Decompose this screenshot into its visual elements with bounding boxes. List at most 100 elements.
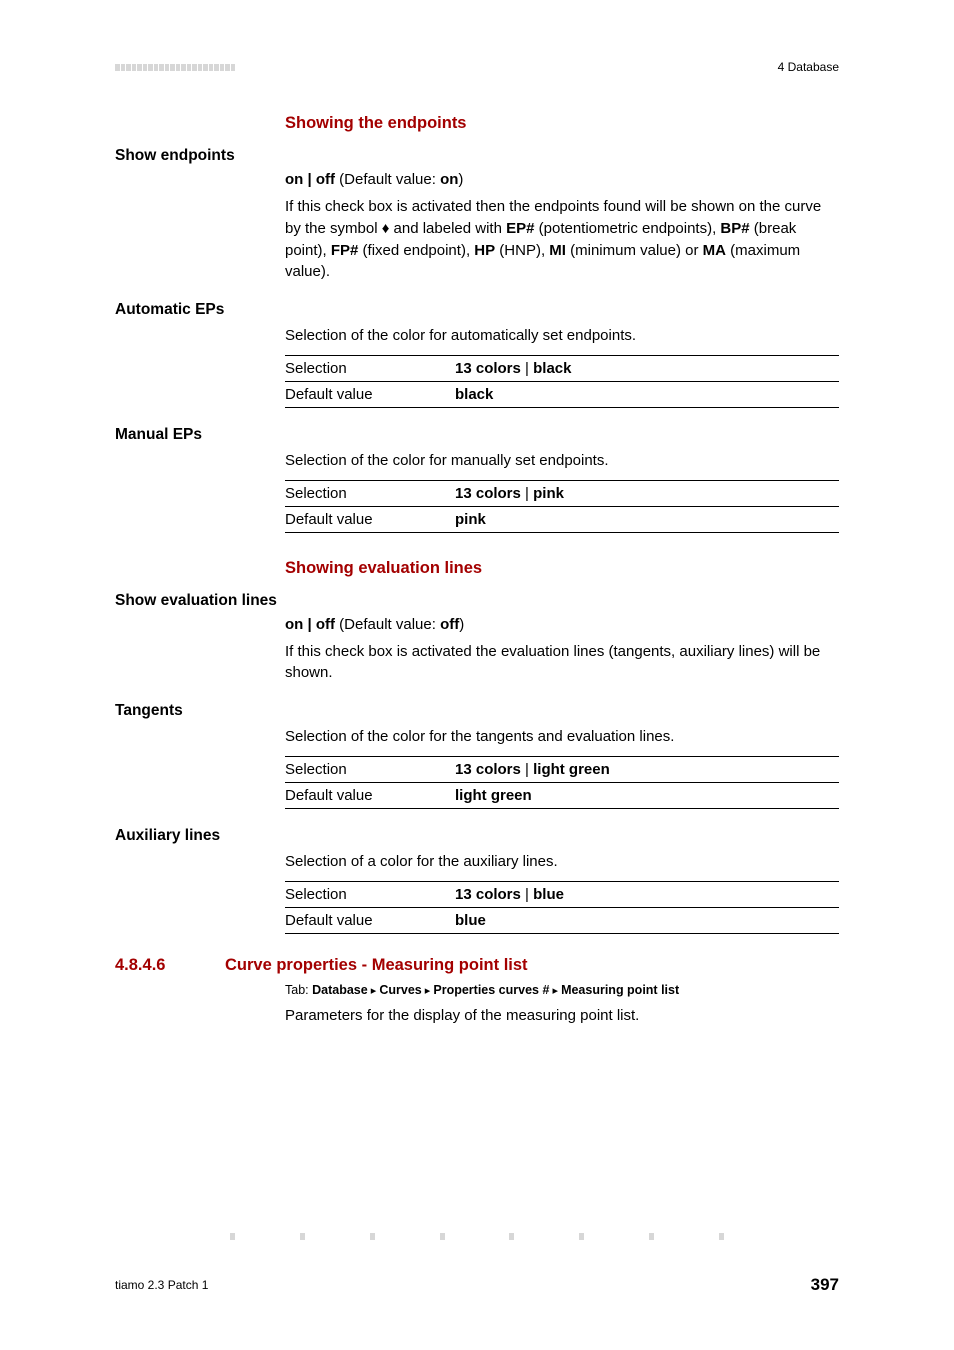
table-key: Selection [285, 881, 455, 907]
param-manual-eps: Manual EPs [115, 426, 839, 444]
footer-product-label: tiamo 2.3 Patch 1 [115, 1278, 208, 1292]
value-table: Selection 13 colors | blue Default value… [285, 881, 839, 934]
header-chapter-label: 4 Database [778, 60, 839, 74]
param-description: Selection of a color for the auxiliary l… [285, 851, 839, 873]
value-bold: pink [455, 511, 486, 528]
param-label: Auxiliary lines [115, 827, 285, 845]
value-bold: 13 colors [455, 360, 521, 377]
value-sep: | [521, 761, 533, 778]
value-bold: black [455, 386, 493, 403]
value-bold: black [533, 360, 571, 377]
value-table: Selection 13 colors | pink Default value… [285, 480, 839, 533]
value-sep: | [521, 360, 533, 377]
param-tangents: Tangents [115, 702, 839, 720]
section-title: Curve properties - Measuring point list [225, 956, 528, 974]
section-number: 4.8.4.6 [115, 956, 225, 975]
table-value: 13 colors | blue [455, 881, 839, 907]
desc-text: (potentiometric endpoints), [534, 220, 720, 237]
footer-bar: tiamo 2.3 Patch 1 397 [115, 1275, 839, 1295]
table-value: 13 colors | black [455, 355, 839, 381]
param-label: Manual EPs [115, 426, 285, 444]
table-row: Default value black [285, 381, 839, 407]
tab-prefix: Tab: [285, 983, 312, 997]
value-bold: light green [533, 761, 610, 778]
param-label: Tangents [115, 702, 285, 720]
value-bold: 13 colors [455, 886, 521, 903]
page-content: 4 Database Showing the endpoints Show en… [0, 0, 954, 1026]
value-bold: blue [455, 912, 486, 929]
param-description: Selection of the color for manually set … [285, 450, 839, 472]
desc-bold: BP# [720, 220, 749, 237]
default-value: off [440, 616, 459, 633]
desc-text: (HNP), [495, 242, 549, 259]
desc-bold: HP [474, 242, 495, 259]
param-description: If this check box is activated the evalu… [285, 641, 839, 685]
table-row: Selection 13 colors | pink [285, 480, 839, 506]
param-automatic-eps: Automatic EPs [115, 301, 839, 319]
table-key: Selection [285, 480, 455, 506]
heading-text: Showing the endpoints [285, 114, 839, 133]
arrow-icon: ▸ [368, 985, 380, 997]
table-value: light green [455, 782, 839, 808]
footer-page-cell: 397 [811, 1275, 839, 1295]
header-bar: 4 Database [115, 60, 839, 74]
table-key: Default value [285, 907, 455, 933]
table-value: 13 colors | light green [455, 756, 839, 782]
table-row: Default value light green [285, 782, 839, 808]
section-description: Parameters for the display of the measur… [285, 1005, 839, 1027]
desc-bold: MI [549, 242, 566, 259]
default-value-line: on | off (Default value: on) [285, 171, 839, 188]
value-table: Selection 13 colors | light green Defaul… [285, 756, 839, 809]
table-key: Selection [285, 355, 455, 381]
arrow-icon: ▸ [422, 985, 434, 997]
desc-text: (fixed endpoint), [358, 242, 474, 259]
tab-item: Measuring point list [561, 983, 679, 997]
table-key: Default value [285, 381, 455, 407]
value-bold: 13 colors [455, 485, 521, 502]
heading-text: Showing evaluation lines [285, 559, 839, 578]
param-description: If this check box is activated then the … [285, 196, 839, 283]
value-bold: light green [455, 787, 532, 804]
value-bold: 13 colors [455, 761, 521, 778]
table-row: Default value pink [285, 506, 839, 532]
desc-bold: MA [703, 242, 726, 259]
default-options: on | off [285, 616, 335, 633]
value-bold: pink [533, 485, 564, 502]
value-sep: | [521, 485, 533, 502]
page-number: 397 [811, 1275, 839, 1295]
param-show-evaluation: Show evaluation lines [115, 592, 839, 610]
default-options: on | off [285, 171, 335, 188]
desc-bold: FP# [331, 242, 359, 259]
tab-item: Database [312, 983, 368, 997]
section-heading-evaluation: Showing evaluation lines [285, 559, 839, 578]
param-label: Show evaluation lines [115, 592, 277, 610]
table-row: Default value blue [285, 907, 839, 933]
default-close: ) [459, 616, 464, 633]
table-row: Selection 13 colors | light green [285, 756, 839, 782]
table-row: Selection 13 colors | blue [285, 881, 839, 907]
default-text: (Default value: [335, 616, 440, 633]
table-key: Default value [285, 782, 455, 808]
param-label: Automatic EPs [115, 301, 285, 319]
param-auxiliary: Auxiliary lines [115, 827, 839, 845]
value-bold: blue [533, 886, 564, 903]
default-text: (Default value: [335, 171, 440, 188]
table-row: Selection 13 colors | black [285, 355, 839, 381]
default-value-line: on | off (Default value: off) [285, 616, 839, 633]
table-value: blue [455, 907, 839, 933]
arrow-icon: ▸ [549, 985, 561, 997]
param-body [285, 147, 839, 165]
param-show-endpoints: Show endpoints [115, 147, 839, 165]
footer-dots-icon [230, 1233, 724, 1240]
table-value: pink [455, 506, 839, 532]
desc-text: (minimum value) or [566, 242, 703, 259]
param-description: Selection of the color for the tangents … [285, 726, 839, 748]
table-value: 13 colors | pink [455, 480, 839, 506]
tab-item: Properties curves # [433, 983, 549, 997]
default-close: ) [458, 171, 463, 188]
param-body [285, 426, 839, 444]
tab-breadcrumb: Tab: Database ▸ Curves ▸ Properties curv… [285, 983, 839, 997]
tab-item: Curves [379, 983, 421, 997]
table-value: black [455, 381, 839, 407]
value-sep: | [521, 886, 533, 903]
